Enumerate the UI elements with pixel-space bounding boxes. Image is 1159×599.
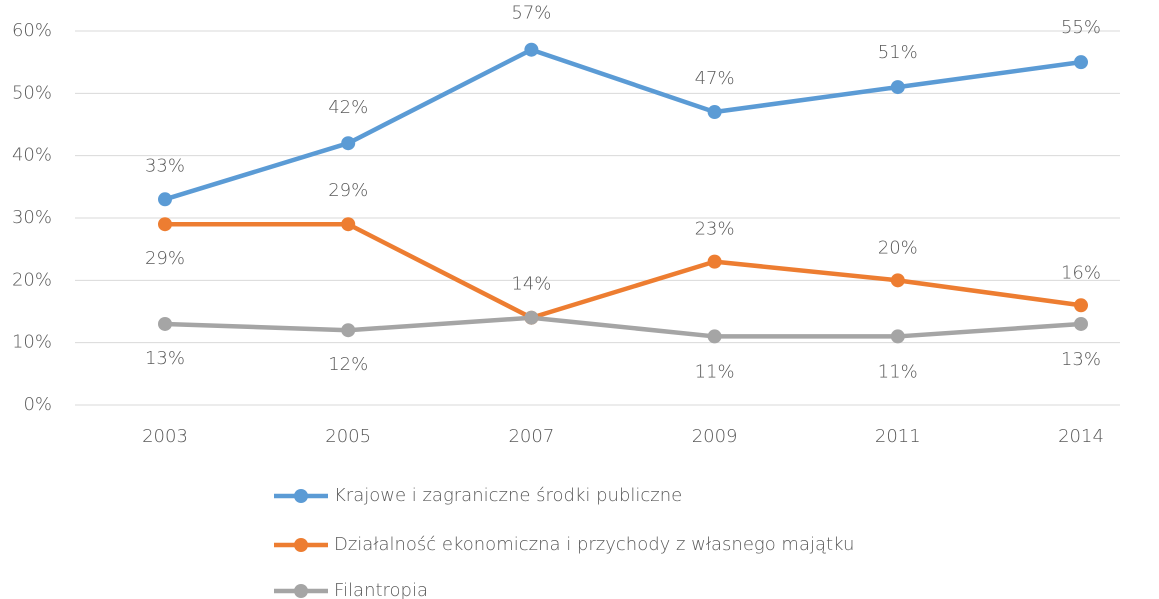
data-label: 29% xyxy=(328,180,368,201)
legend-marker xyxy=(294,538,308,552)
y-tick-label: 40% xyxy=(12,145,52,166)
x-tick-label: 2005 xyxy=(325,426,371,447)
legend-marker xyxy=(294,489,308,503)
legend-label: Krajowe i zagraniczne środki publiczne xyxy=(334,485,682,506)
data-label: 47% xyxy=(695,68,735,89)
data-label: 13% xyxy=(145,348,185,369)
data-label: 33% xyxy=(145,155,185,176)
data-label: 29% xyxy=(145,248,185,269)
data-label: 55% xyxy=(1061,17,1101,38)
data-label: 16% xyxy=(1061,262,1101,283)
point xyxy=(1074,316,1088,331)
y-tick-label: 60% xyxy=(12,20,52,41)
point xyxy=(524,42,539,57)
x-tick-label: 2014 xyxy=(1058,426,1104,447)
data-label: 23% xyxy=(695,219,735,240)
point xyxy=(707,329,722,344)
point xyxy=(341,217,356,232)
point xyxy=(524,310,539,325)
point xyxy=(890,80,905,95)
data-label: 11% xyxy=(878,361,918,382)
data-label: 51% xyxy=(878,42,918,63)
data-label: 11% xyxy=(695,361,735,382)
x-tick-label: 2003 xyxy=(142,426,188,447)
point xyxy=(707,105,722,120)
x-tick-label: 2009 xyxy=(692,426,738,447)
y-tick-label: 10% xyxy=(12,332,52,353)
data-label: 12% xyxy=(328,354,368,375)
y-tick-label: 30% xyxy=(12,207,52,228)
y-tick-label: 50% xyxy=(12,82,52,103)
series-line xyxy=(164,47,1082,202)
series-line xyxy=(164,315,1082,339)
point xyxy=(158,217,172,232)
point xyxy=(158,192,172,207)
data-label: 57% xyxy=(511,3,551,24)
data-label: 13% xyxy=(1061,349,1101,370)
point xyxy=(707,254,722,269)
data-label: 20% xyxy=(878,237,918,258)
y-tick-label: 20% xyxy=(12,269,52,290)
point xyxy=(890,273,905,288)
legend-label: Działalność ekonomiczna i przychody z wł… xyxy=(334,534,854,555)
point xyxy=(158,316,172,331)
point xyxy=(341,136,356,151)
point xyxy=(1074,298,1088,313)
point xyxy=(890,329,905,344)
x-tick-label: 2011 xyxy=(875,426,921,447)
x-tick-label: 2007 xyxy=(508,426,554,447)
data-label: 42% xyxy=(328,97,368,118)
point xyxy=(1074,55,1088,70)
legend-marker xyxy=(294,584,308,598)
point xyxy=(341,323,356,338)
y-tick-label: 0% xyxy=(23,394,52,415)
legend-label: Filantropia xyxy=(334,580,428,599)
series-line xyxy=(165,221,1082,320)
data-label: 14% xyxy=(511,274,551,295)
